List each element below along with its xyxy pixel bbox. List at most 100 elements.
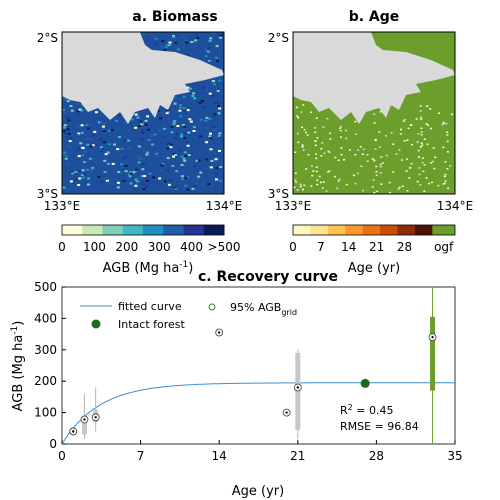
age-pixel bbox=[401, 185, 404, 187]
age-pixel bbox=[449, 165, 452, 167]
biomass-pixel bbox=[154, 37, 158, 40]
x-tick-label: 0 bbox=[58, 449, 66, 463]
biomass-pixel bbox=[165, 113, 169, 116]
age-pixel bbox=[428, 182, 431, 185]
biomass-pixel bbox=[184, 177, 188, 180]
colorbar-segment bbox=[82, 225, 103, 235]
biomass-pixel bbox=[89, 138, 93, 141]
age-pixel bbox=[419, 105, 422, 107]
biomass-pixel bbox=[209, 148, 213, 151]
biomass-pixel bbox=[148, 172, 152, 175]
age-pixel bbox=[417, 156, 420, 158]
age-pixel bbox=[337, 159, 340, 161]
age-pixel bbox=[299, 185, 302, 188]
age-pixel bbox=[446, 168, 449, 170]
age-pixel bbox=[371, 186, 374, 188]
age-pixel bbox=[450, 113, 453, 116]
biomass-pixel bbox=[219, 34, 223, 37]
age-pixel bbox=[373, 191, 376, 194]
age-pixel bbox=[373, 113, 376, 115]
biomass-pixel bbox=[127, 173, 131, 176]
biomass-pixel bbox=[116, 181, 120, 184]
biomass-pixel bbox=[182, 157, 186, 160]
biomass-pixel bbox=[103, 159, 107, 162]
colorbar-segment bbox=[163, 225, 184, 235]
biomass-pixel bbox=[218, 149, 221, 152]
biomass-pixel bbox=[107, 129, 111, 132]
biomass-pixel bbox=[188, 87, 192, 90]
age-pixel bbox=[392, 143, 395, 145]
biomass-pixel bbox=[181, 42, 185, 45]
age-pixel bbox=[359, 146, 362, 148]
biomass-pixel bbox=[144, 119, 148, 122]
biomass-pixel bbox=[127, 139, 131, 142]
biomass-pixel bbox=[171, 165, 175, 167]
intact-forest-point bbox=[360, 378, 370, 388]
age-pixel bbox=[362, 189, 364, 192]
age-pixel bbox=[329, 132, 332, 135]
biomass-pixel bbox=[118, 136, 121, 138]
biomass-pixel bbox=[168, 178, 172, 181]
biomass-pixel bbox=[167, 183, 171, 186]
biomass-pixel bbox=[134, 113, 138, 116]
age-pixel bbox=[302, 188, 304, 191]
age-pixel bbox=[294, 151, 297, 153]
biomass-pixel bbox=[217, 134, 221, 137]
box-iqr bbox=[81, 415, 87, 435]
biomass-pixel bbox=[197, 159, 201, 162]
biomass-pixel bbox=[78, 170, 81, 173]
biomass-pixel bbox=[134, 168, 138, 171]
biomass-pixel bbox=[199, 118, 203, 121]
biomass-pixel bbox=[74, 170, 78, 173]
age-pixel bbox=[343, 159, 346, 161]
colorbar-tick-label: 0 bbox=[58, 240, 66, 254]
recovery-chart: 0 7 14 21 28 35 0 100 200 300 400 500 bbox=[34, 280, 463, 463]
age-pixel bbox=[423, 138, 426, 140]
biomass-pixel bbox=[152, 176, 156, 179]
biomass-pixel bbox=[158, 169, 162, 172]
biomass-pixel bbox=[162, 127, 166, 130]
box-iqr bbox=[430, 316, 436, 391]
biomass-pixel bbox=[138, 124, 142, 127]
biomass-pixel bbox=[117, 114, 121, 117]
age-pixel bbox=[379, 111, 382, 113]
biomass-pixel bbox=[183, 132, 187, 135]
biomass-pixel bbox=[64, 157, 68, 160]
biomass-pixel bbox=[183, 109, 187, 112]
biomass-pixel bbox=[153, 133, 157, 136]
y-tick-label: 200 bbox=[34, 374, 57, 388]
biomass-pixel bbox=[183, 137, 187, 139]
age-pixel bbox=[420, 118, 423, 120]
colorbar-segment bbox=[203, 225, 225, 235]
age-map-frame bbox=[292, 31, 456, 195]
biomass-pixel bbox=[188, 118, 192, 121]
biomass-pixel bbox=[99, 138, 103, 141]
age-pixel bbox=[421, 162, 424, 164]
biomass-pixel bbox=[81, 174, 84, 176]
biomass-pixel bbox=[166, 111, 170, 113]
age-pixel bbox=[410, 163, 413, 165]
biomass-pixel bbox=[129, 172, 133, 175]
age-pixel bbox=[443, 175, 446, 178]
biomass-pixel bbox=[87, 127, 91, 130]
box-median-dot bbox=[94, 416, 97, 419]
biomass-pixel bbox=[80, 131, 84, 134]
biomass-pixel bbox=[140, 175, 144, 178]
age-pixel bbox=[420, 131, 423, 133]
age-colorbar-ticks: 0 7 14 21 28 ogf bbox=[289, 240, 454, 254]
age-pixel bbox=[420, 127, 423, 129]
box-median-dot bbox=[431, 336, 434, 339]
age-pixel bbox=[303, 128, 306, 131]
biomass-pixel bbox=[161, 40, 165, 42]
biomass-pixel bbox=[129, 182, 133, 185]
age-pixel bbox=[446, 134, 449, 136]
biomass-pixel bbox=[195, 159, 199, 162]
age-pixel bbox=[406, 139, 409, 141]
age-pixel bbox=[323, 152, 326, 154]
biomass-pixel bbox=[149, 135, 153, 138]
age-pixel bbox=[315, 153, 318, 155]
biomass-pixel bbox=[106, 162, 110, 165]
biomass-pixel bbox=[181, 178, 185, 181]
biomass-pixel bbox=[209, 185, 213, 188]
biomass-pixel bbox=[77, 147, 81, 150]
